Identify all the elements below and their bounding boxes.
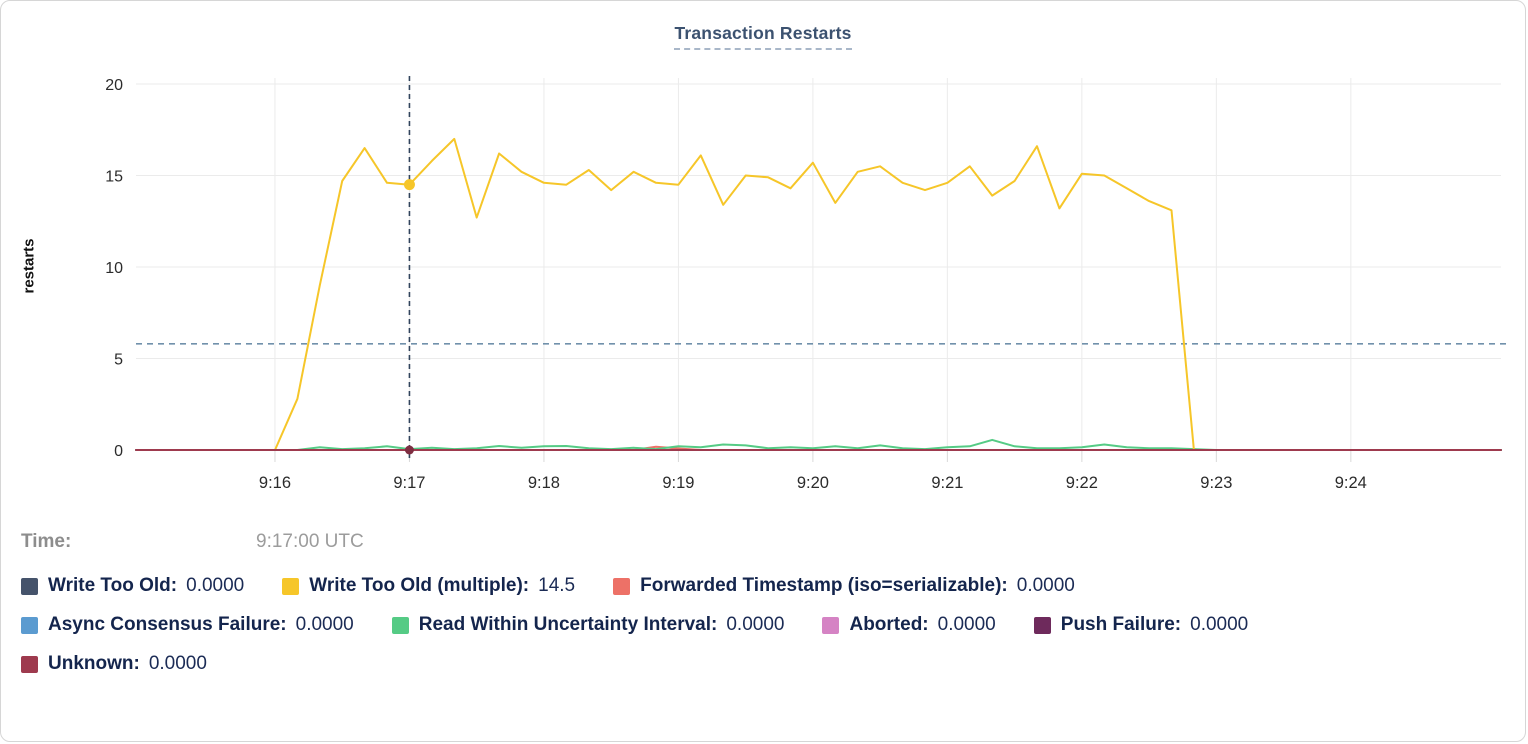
legend-row-2: Async Consensus Failure: 0.0000 Read Withi…: [21, 614, 1505, 636]
legend-label: Push Failure:: [1060, 614, 1182, 635]
legend-value: 0.0000: [1016, 575, 1075, 596]
x-tick-label: 9:21: [931, 474, 963, 492]
legend-swatch: [613, 577, 631, 595]
legend-item: Write Too Old (multiple): 14.5: [282, 575, 575, 597]
legend-item: Async Consensus Failure: 0.0000: [21, 614, 354, 636]
tooltip-time-label: Time:: [21, 531, 72, 552]
chart-plot-area[interactable]: 0 5 10 15 20 9:16 9:17 9:18 9:19 9:20 9:21 9:22 9:23…: [1, 1, 1526, 521]
gridlines: [136, 78, 1501, 462]
x-tick-label: 9:22: [1066, 474, 1098, 492]
y-tick-label: 0: [114, 443, 123, 460]
y-tick-label: 10: [105, 260, 123, 277]
legend-label: Async Consensus Failure:: [48, 614, 287, 635]
hover-tooltip-block: Time: 9:17:00 UTC Write Too Old: 0.0000 Wr…: [21, 525, 1505, 692]
legend-label: Write Too Old (multiple):: [309, 575, 530, 596]
legend-swatch: [1033, 616, 1051, 634]
tooltip-time-row: Time: 9:17:00 UTC: [21, 531, 1505, 553]
chart-legend: Write Too Old: 0.0000 Write Too Old (multi…: [21, 575, 1505, 675]
legend-label: Write Too Old:: [48, 575, 178, 596]
legend-swatch: [822, 616, 840, 634]
x-tick-label: 9:23: [1200, 474, 1232, 492]
legend-label: Unknown:: [48, 653, 140, 674]
legend-value: 14.5: [538, 575, 576, 596]
x-tick-label: 9:20: [797, 474, 829, 492]
x-tick-label: 9:24: [1335, 474, 1367, 492]
legend-value: 0.0000: [1190, 614, 1249, 635]
x-tick-label: 9:18: [528, 474, 560, 492]
legend-value: 0.0000: [148, 653, 207, 674]
legend-item: Aborted: 0.0000: [822, 614, 996, 636]
tooltip-time-value: 9:17:00 UTC: [256, 531, 364, 552]
legend-label: Read Within Uncertainty Interval:: [418, 614, 718, 635]
legend-row-1: Write Too Old: 0.0000 Write Too Old (multi…: [21, 575, 1505, 597]
legend-item: Forwarded Timestamp (iso=serializable): 0…: [613, 575, 1075, 597]
chart-title-wrap: Transaction Restarts: [1, 23, 1525, 50]
x-tick-label: 9:17: [393, 474, 425, 492]
legend-value: 0.0000: [295, 614, 354, 635]
legend-swatch: [391, 616, 409, 634]
legend-item: Unknown: 0.0000: [21, 653, 207, 675]
legend-swatch: [21, 655, 38, 673]
legend-item: Push Failure: 0.0000: [1033, 614, 1249, 636]
legend-swatch: [282, 577, 300, 595]
x-tick-label: 9:16: [259, 474, 291, 492]
legend-value: 0.0000: [937, 614, 996, 635]
legend-label: Forwarded Timestamp (iso=serializable):: [640, 575, 1008, 596]
y-axis-label: restarts: [20, 238, 38, 294]
crosshair-dot: [403, 179, 415, 191]
crosshair: [403, 76, 415, 458]
legend-swatch: [21, 577, 38, 595]
legend-item: Read Within Uncertainty Interval: 0.0000: [391, 614, 785, 636]
y-tick-label: 5: [114, 352, 123, 369]
series-line-write-too-old-multiple-: [274, 137, 1195, 451]
x-tick-label: 9:19: [662, 474, 694, 492]
legend-label: Aborted:: [849, 614, 929, 635]
y-tick-label: 15: [105, 169, 123, 186]
legend-value: 0.0000: [186, 575, 245, 596]
crosshair-dot: [404, 445, 414, 455]
legend-item: Write Too Old: 0.0000: [21, 575, 244, 597]
legend-swatch: [21, 616, 38, 634]
legend-value: 0.0000: [726, 614, 785, 635]
chart-title[interactable]: Transaction Restarts: [674, 23, 852, 50]
y-tick-label: 20: [105, 77, 123, 94]
legend-row-3: Unknown: 0.0000: [21, 653, 1505, 675]
series-line-read-within-uncertainty-interval: [135, 438, 1502, 451]
